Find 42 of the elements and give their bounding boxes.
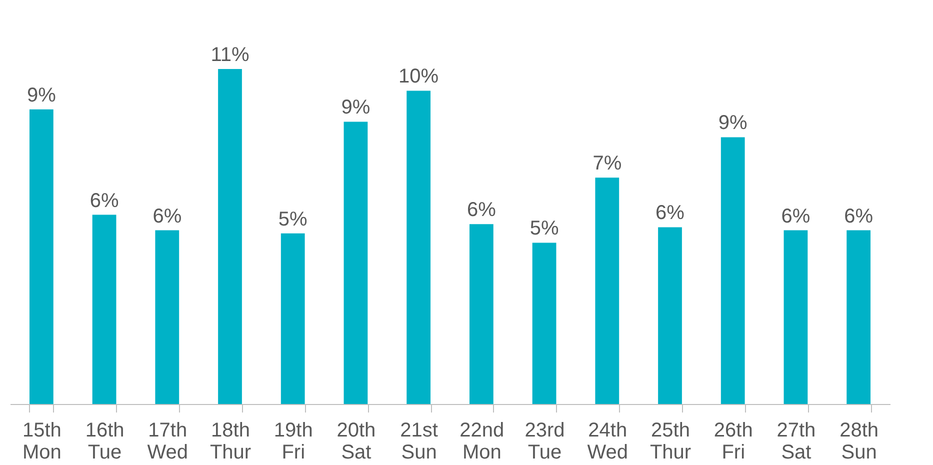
- x-tick-label: 15th Mon: [22, 420, 62, 464]
- x-tick-label: 17th Wed: [147, 420, 188, 464]
- x-tick-label: 21st Sun: [400, 420, 438, 464]
- data-label: 10%: [398, 66, 439, 88]
- bar: [155, 230, 180, 404]
- data-label: 9%: [341, 96, 370, 119]
- bar: [218, 69, 242, 404]
- bar: [595, 178, 620, 404]
- x-tick-label: 25th Thur: [650, 420, 692, 464]
- data-label: 9%: [26, 84, 56, 106]
- x-tick-label: 24th Wed: [587, 420, 628, 464]
- bar: [532, 242, 556, 404]
- data-label: 5%: [530, 218, 559, 240]
- bar: [92, 214, 116, 404]
- x-tick-label: 23rd Tue: [524, 420, 565, 464]
- data-label: 11%: [210, 44, 250, 66]
- data-label: 6%: [656, 202, 685, 224]
- data-label: 6%: [466, 199, 496, 222]
- data-label: 9%: [718, 112, 748, 134]
- x-tick-label: 22nd Mon: [460, 420, 504, 464]
- bar: [344, 122, 368, 404]
- bar: [720, 137, 745, 404]
- data-label: 6%: [152, 205, 182, 228]
- bar: [280, 233, 305, 404]
- bar: [846, 230, 871, 404]
- data-label: 6%: [844, 205, 874, 228]
- x-tick-label: 26th Fri: [714, 420, 753, 464]
- x-tick-label: 19th Fri: [274, 420, 313, 464]
- bar: [784, 230, 808, 404]
- data-label: 6%: [781, 205, 810, 228]
- x-tick-label: 27th Sat: [776, 420, 816, 464]
- data-label: 6%: [90, 190, 119, 212]
- x-tick-label: 20th Sat: [336, 420, 376, 464]
- data-label: 7%: [592, 152, 622, 175]
- bar: [658, 227, 682, 404]
- x-tick-label: 16th Tue: [85, 420, 124, 464]
- bar: [29, 109, 54, 404]
- x-tick-label: 28th Sun: [840, 420, 879, 464]
- bar: [469, 224, 494, 404]
- bar: [406, 90, 431, 404]
- x-tick-label: 18th Thur: [210, 420, 252, 464]
- data-label: 5%: [278, 208, 308, 230]
